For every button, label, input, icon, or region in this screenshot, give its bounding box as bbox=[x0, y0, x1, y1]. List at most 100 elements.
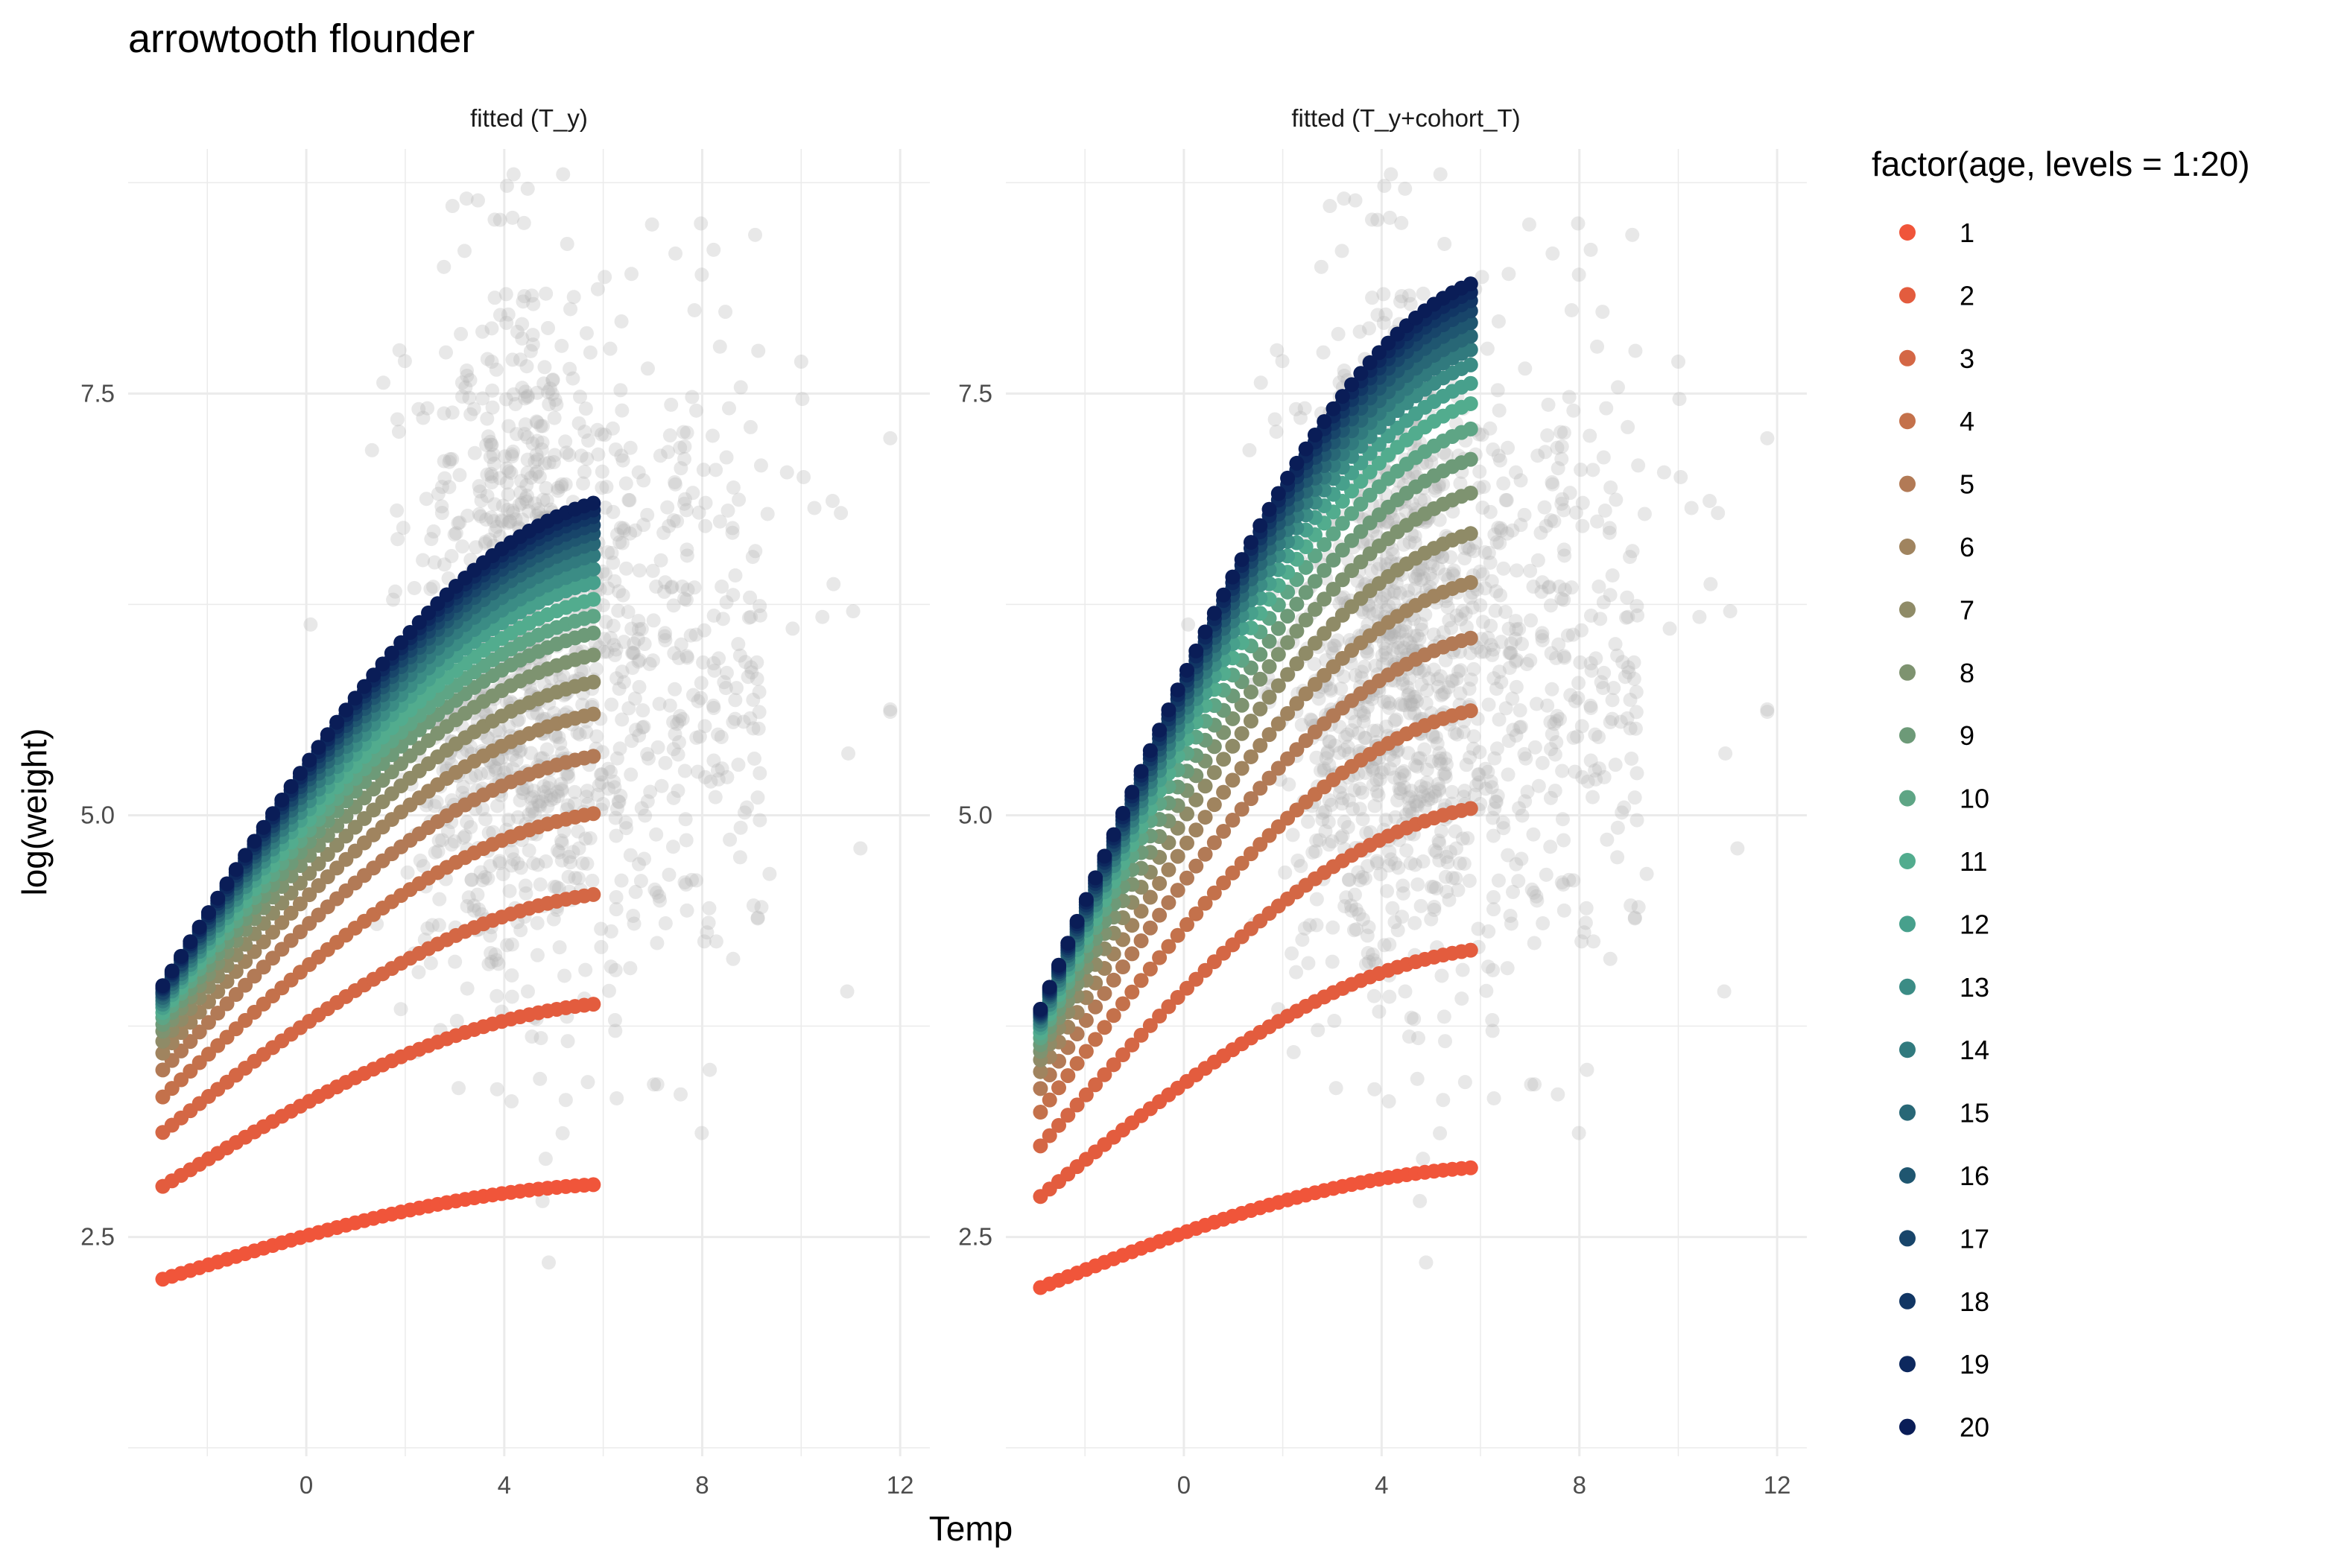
observed-point bbox=[667, 646, 682, 661]
fitted-point-age-7 bbox=[1216, 752, 1232, 767]
observed-point bbox=[533, 877, 548, 892]
fitted-point-age-6 bbox=[1216, 784, 1232, 800]
observed-point bbox=[1489, 795, 1504, 810]
observed-point bbox=[608, 1023, 623, 1038]
fitted-point-age-20 bbox=[1234, 552, 1249, 568]
legend-marker bbox=[1899, 413, 1916, 430]
observed-point bbox=[568, 871, 583, 886]
observed-point bbox=[411, 965, 426, 980]
observed-point bbox=[514, 474, 529, 489]
fitted-point-age-14 bbox=[586, 547, 601, 563]
observed-point bbox=[636, 473, 651, 488]
observed-point bbox=[680, 903, 694, 918]
observed-point bbox=[484, 510, 498, 525]
observed-point bbox=[489, 761, 504, 776]
observed-point bbox=[481, 429, 495, 444]
observed-point bbox=[706, 700, 721, 715]
fitted-point-age-20 bbox=[311, 740, 326, 755]
observed-point bbox=[1580, 1062, 1594, 1077]
observed-point bbox=[883, 705, 898, 720]
observed-point bbox=[460, 815, 475, 830]
observed-point bbox=[630, 632, 645, 647]
fitted-point-age-20 bbox=[1298, 441, 1314, 457]
observed-point bbox=[518, 492, 533, 507]
observed-point bbox=[652, 696, 667, 711]
observed-point bbox=[1344, 903, 1359, 918]
observed-point bbox=[1498, 492, 1513, 507]
observed-point bbox=[658, 575, 673, 590]
observed-point bbox=[1457, 551, 1472, 566]
observed-point bbox=[642, 657, 657, 672]
observed-point bbox=[1535, 755, 1550, 770]
observed-point bbox=[1388, 810, 1403, 825]
observed-point bbox=[506, 506, 521, 521]
observed-point bbox=[420, 921, 435, 936]
observed-point bbox=[1513, 703, 1527, 718]
observed-point bbox=[500, 938, 515, 953]
observed-point bbox=[846, 604, 861, 619]
observed-point bbox=[520, 984, 535, 999]
observed-point bbox=[668, 727, 682, 742]
observed-point bbox=[1325, 920, 1340, 935]
observed-point bbox=[606, 618, 621, 633]
observed-point bbox=[614, 448, 629, 463]
observed-point bbox=[1361, 920, 1376, 935]
observed-point bbox=[712, 339, 727, 354]
observed-point bbox=[691, 764, 706, 779]
legend-label: 12 bbox=[1960, 909, 1989, 939]
observed-point bbox=[1297, 921, 1312, 936]
observed-point bbox=[1480, 341, 1495, 356]
fitted-point-age-7 bbox=[1234, 726, 1249, 741]
observed-point bbox=[694, 1126, 709, 1140]
fitted-point-age-20 bbox=[238, 848, 253, 863]
observed-point bbox=[472, 507, 487, 521]
observed-point bbox=[1442, 845, 1457, 860]
fitted-point-age-8 bbox=[1270, 647, 1286, 662]
observed-point bbox=[551, 730, 566, 745]
fitted-point-age-20 bbox=[274, 792, 290, 807]
observed-point bbox=[525, 800, 540, 815]
observed-point bbox=[1692, 609, 1707, 624]
observed-point bbox=[785, 621, 800, 636]
observed-point bbox=[617, 635, 632, 650]
observed-point bbox=[650, 1077, 665, 1092]
observed-point bbox=[1289, 965, 1304, 980]
observed-point bbox=[679, 877, 694, 892]
observed-point bbox=[1434, 968, 1449, 983]
fitted-point-age-20 bbox=[1280, 470, 1296, 486]
observed-point bbox=[1629, 766, 1644, 781]
observed-point bbox=[505, 352, 520, 367]
observed-point bbox=[732, 850, 747, 865]
observed-point bbox=[1355, 870, 1370, 885]
observed-point bbox=[513, 352, 528, 367]
legend-item-16: 16 bbox=[1899, 1161, 1989, 1191]
chart-title: arrowtooth flounder bbox=[128, 16, 475, 61]
observed-point bbox=[707, 663, 722, 678]
observed-point bbox=[558, 434, 573, 449]
observed-point bbox=[1463, 672, 1478, 687]
observed-point bbox=[551, 483, 566, 498]
observed-point bbox=[743, 419, 758, 434]
fitted-point-age-9 bbox=[1289, 596, 1305, 612]
observed-point bbox=[631, 465, 646, 480]
fitted-point-age-2 bbox=[1463, 942, 1478, 958]
fitted-point-age-5 bbox=[1106, 972, 1121, 988]
observed-point bbox=[658, 915, 673, 930]
observed-point bbox=[487, 514, 501, 529]
observed-point bbox=[551, 480, 566, 495]
observed-point bbox=[1603, 588, 1618, 603]
observed-point bbox=[631, 654, 646, 669]
observed-point bbox=[717, 675, 732, 690]
observed-point bbox=[626, 908, 641, 923]
observed-point bbox=[499, 315, 514, 330]
observed-point bbox=[673, 708, 688, 723]
observed-point bbox=[607, 780, 622, 795]
observed-point bbox=[548, 393, 563, 407]
observed-point bbox=[673, 440, 688, 455]
observed-point bbox=[668, 682, 682, 696]
observed-point bbox=[678, 812, 693, 827]
observed-point bbox=[431, 833, 446, 848]
panel-1-fitted-points bbox=[155, 495, 601, 1287]
observed-point bbox=[1545, 682, 1559, 696]
observed-point bbox=[452, 515, 467, 530]
